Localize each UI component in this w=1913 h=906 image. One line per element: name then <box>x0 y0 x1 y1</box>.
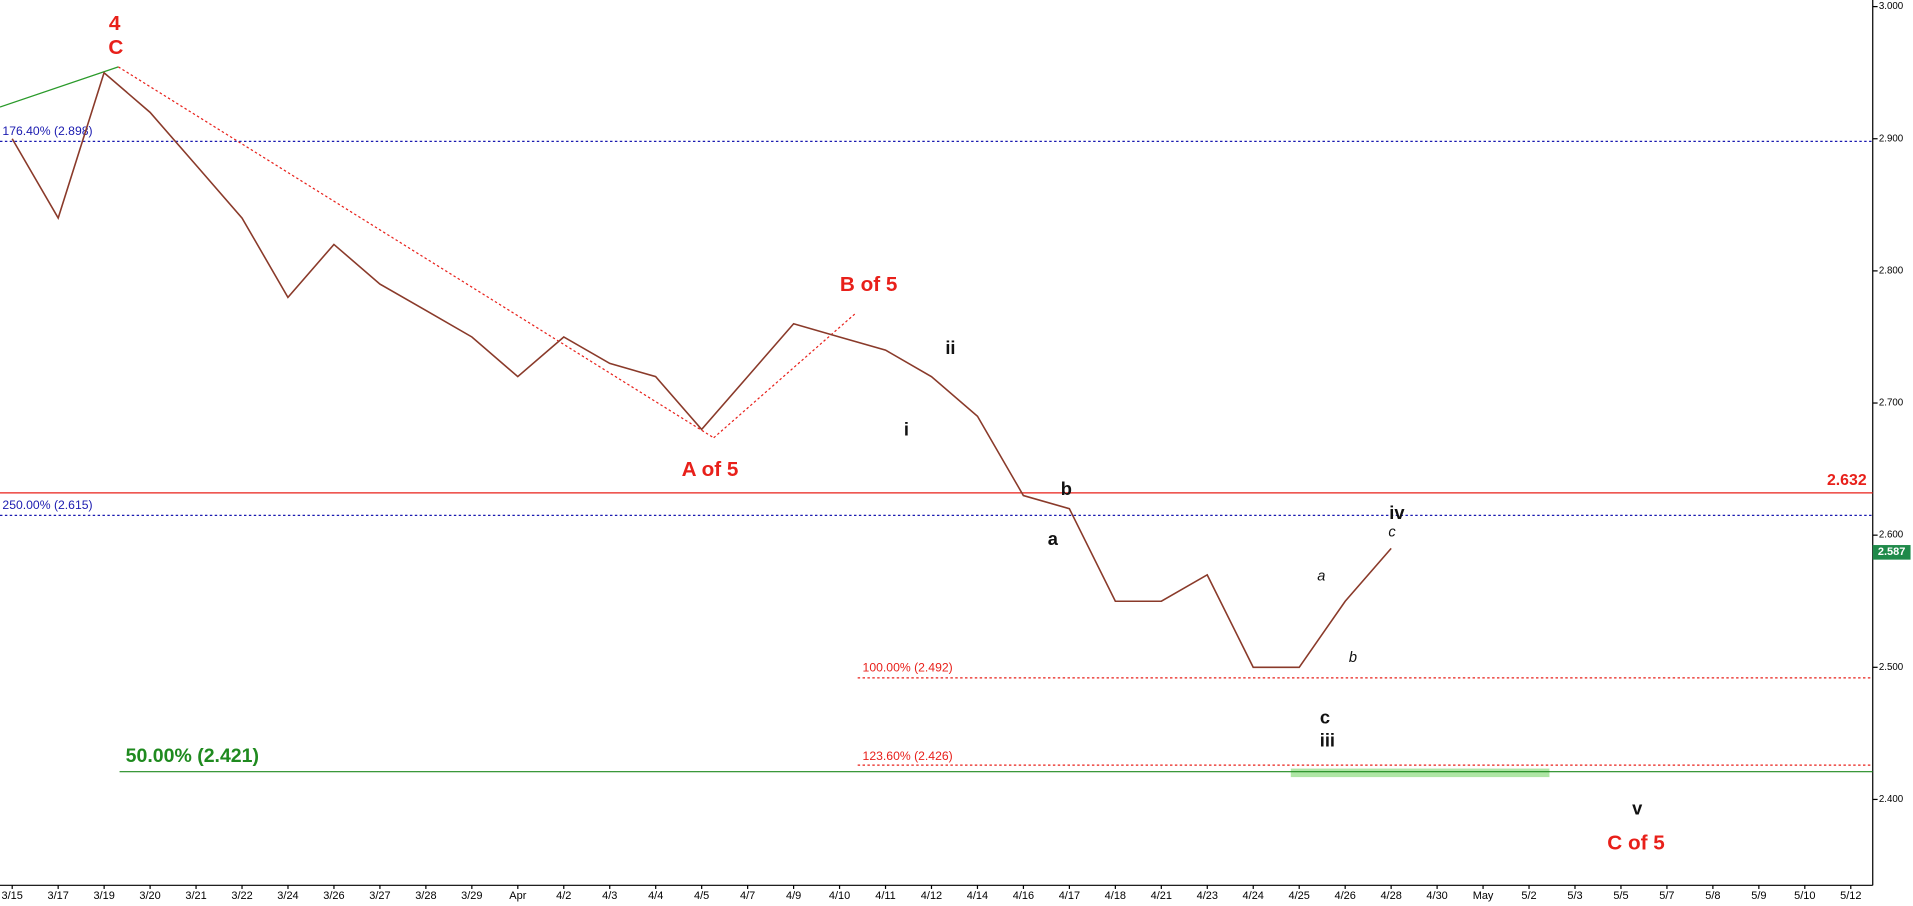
x-tick-label: 4/4 <box>648 890 663 902</box>
level-label: 176.40% (2.898) <box>2 124 92 138</box>
x-tick-label: 3/15 <box>2 890 23 902</box>
x-tick-label: 3/20 <box>139 890 160 902</box>
wave-label: A of 5 <box>682 458 739 481</box>
target-zone <box>1290 768 1550 778</box>
trend-line <box>0 66 119 108</box>
x-tick-label: 3/29 <box>461 890 482 902</box>
y-tick-label: 2.500 <box>1879 662 1904 673</box>
x-tick-label: 4/26 <box>1334 890 1355 902</box>
y-tick-label: 3.000 <box>1879 1 1904 12</box>
wave-label: ii <box>945 337 955 358</box>
wave-label: a <box>1317 568 1325 584</box>
level-label: 2.632 <box>1827 472 1867 489</box>
wave-label: b <box>1061 478 1072 499</box>
wave-label: B of 5 <box>840 273 898 296</box>
x-tick-label: 3/21 <box>185 890 206 902</box>
x-tick-label: 5/7 <box>1659 890 1674 902</box>
level-label: 123.60% (2.426) <box>863 749 953 763</box>
x-tick-label: 4/10 <box>829 890 850 902</box>
wave-label: c <box>1320 707 1330 728</box>
x-tick-label: 4/12 <box>921 890 942 902</box>
price-line <box>11 71 1392 669</box>
x-tick-label: 3/17 <box>47 890 68 902</box>
trend-line <box>713 312 857 439</box>
x-tick-label: 3/19 <box>93 890 114 902</box>
x-tick-label: 4/23 <box>1197 890 1218 902</box>
x-tick-label: 4/5 <box>694 890 709 902</box>
x-tick-label: 3/28 <box>415 890 436 902</box>
x-tick-label: 3/24 <box>277 890 298 902</box>
last-price-box <box>1872 545 1911 560</box>
x-tick-label: 4/14 <box>967 890 988 902</box>
wave-label: iii <box>1320 730 1335 751</box>
x-tick-label: 4/16 <box>1013 890 1034 902</box>
x-tick-label: 4/30 <box>1426 890 1447 902</box>
x-tick-label: 4/18 <box>1105 890 1126 902</box>
x-tick-label: 5/3 <box>1567 890 1582 902</box>
last-price-label: 2.587 <box>1878 546 1905 558</box>
level-label: 100.00% (2.492) <box>863 660 953 674</box>
wave-label: a <box>1048 528 1059 549</box>
wave-label: c <box>1388 525 1396 541</box>
x-tick-label: 5/12 <box>1840 890 1861 902</box>
x-tick-label: 4/3 <box>602 890 617 902</box>
x-tick-label: Apr <box>509 890 526 902</box>
x-tick-label: 4/9 <box>786 890 801 902</box>
level-label: 50.00% (2.421) <box>126 745 259 767</box>
x-tick-label: 4/7 <box>740 890 755 902</box>
x-tick-label: 5/10 <box>1794 890 1815 902</box>
x-tick-label: 3/26 <box>323 890 344 902</box>
y-tick-label: 2.700 <box>1879 398 1904 409</box>
x-tick-label: 4/21 <box>1151 890 1172 902</box>
x-tick-label: 3/27 <box>369 890 390 902</box>
x-tick-label: 3/22 <box>231 890 252 902</box>
wave-label: iv <box>1389 502 1405 523</box>
x-tick-label: 4/28 <box>1380 890 1401 902</box>
x-tick-label: 4/2 <box>556 890 571 902</box>
x-tick-label: 5/9 <box>1751 890 1766 902</box>
y-tick-label: 2.900 <box>1879 133 1904 144</box>
x-tick-label: 4/11 <box>875 890 896 902</box>
wave-label: i <box>904 418 909 439</box>
y-tick-label: 2.600 <box>1879 530 1904 541</box>
wave-label: C of 5 <box>1607 831 1665 854</box>
x-tick-label: 5/8 <box>1705 890 1720 902</box>
x-tick-label: 4/25 <box>1289 890 1310 902</box>
wave-label: 4 <box>109 12 121 35</box>
x-tick-label: 4/17 <box>1059 890 1080 902</box>
x-tick-label: 5/2 <box>1521 890 1536 902</box>
wave-label: C <box>108 36 123 59</box>
wave-label: v <box>1632 798 1643 819</box>
y-tick-label: 2.800 <box>1879 265 1904 276</box>
wave-label: b <box>1349 650 1357 666</box>
x-tick-label: May <box>1473 890 1494 902</box>
x-tick-label: 5/5 <box>1613 890 1628 902</box>
level-label: 250.00% (2.615) <box>2 498 92 512</box>
y-tick-label: 2.400 <box>1879 794 1904 805</box>
x-tick-label: 4/24 <box>1243 890 1264 902</box>
